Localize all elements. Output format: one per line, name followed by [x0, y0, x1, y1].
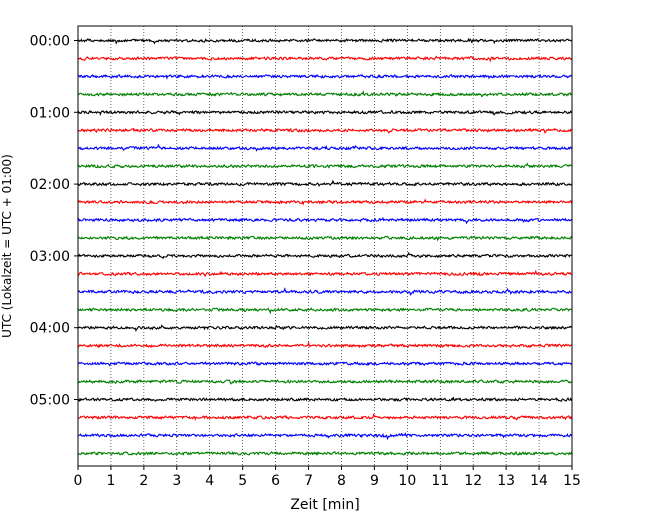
seismogram-trace — [77, 162, 573, 169]
x-axis-label: Zeit [min] — [290, 497, 359, 513]
seismogram-trace — [77, 450, 573, 456]
y-axis-label: UTC (Lokalzeit = UTC + 01:00) — [0, 154, 14, 338]
grid-layer — [110, 26, 540, 466]
seismogram-trace — [77, 251, 573, 260]
seismogram-trace — [77, 216, 573, 225]
seismogram-trace — [77, 89, 573, 98]
x-tick-label: 15 — [563, 473, 581, 489]
seismogram-trace — [77, 235, 573, 242]
y-tick-label: 05:00 — [30, 393, 70, 409]
x-tick-label: 3 — [172, 473, 181, 489]
seismogram-trace — [77, 127, 573, 134]
seismogram-trace — [77, 74, 573, 80]
y-tick-label: 01:00 — [30, 105, 70, 121]
seismogram-trace — [77, 340, 573, 349]
seismogram-trace — [77, 143, 573, 152]
x-tick-label: 13 — [497, 473, 515, 489]
y-tick-label: 00:00 — [30, 34, 70, 50]
x-tick-label: 12 — [464, 473, 482, 489]
plot-frame — [77, 25, 573, 467]
x-tick-label: 10 — [398, 473, 416, 489]
seismogram-trace — [77, 37, 573, 45]
x-tick-label: 1 — [106, 473, 115, 489]
y-tick-label: 02:00 — [30, 177, 70, 193]
x-tick-label: 9 — [370, 473, 379, 489]
seismogram-trace — [77, 179, 573, 187]
y-tick-label: 04:00 — [30, 321, 70, 337]
seismogram-trace — [77, 198, 573, 206]
x-tick-label: 2 — [139, 473, 148, 489]
seismogram-trace — [77, 379, 573, 385]
seismogram-trace — [77, 396, 573, 402]
seismogram-trace — [77, 324, 573, 333]
x-tick-label: 0 — [74, 473, 83, 489]
seismogram-trace — [77, 413, 573, 422]
x-tick-label: 4 — [205, 473, 214, 489]
seismogram-trace — [77, 307, 573, 315]
seismogram-trace — [77, 269, 573, 278]
seismogram-trace — [77, 432, 573, 441]
y-axis-ticks: 00:00 01:00 02:00 03:00 04:00 05:00 — [30, 34, 78, 409]
seismogram-trace — [77, 55, 573, 63]
seismogram-trace — [77, 361, 573, 367]
seismogram-trace — [77, 287, 573, 297]
x-tick-label: 6 — [271, 473, 280, 489]
x-tick-label: 11 — [431, 473, 449, 489]
x-tick-label: 5 — [238, 473, 247, 489]
x-tick-label: 14 — [530, 473, 548, 489]
x-axis-ticks: 0 1 2 3 4 5 6 7 8 9 10 11 12 13 14 15 — [74, 466, 581, 489]
x-tick-label: 7 — [304, 473, 313, 489]
x-tick-label: 8 — [337, 473, 346, 489]
seismogram-trace — [77, 109, 573, 117]
y-tick-label: 03:00 — [30, 249, 70, 265]
trace-layer — [77, 37, 573, 456]
